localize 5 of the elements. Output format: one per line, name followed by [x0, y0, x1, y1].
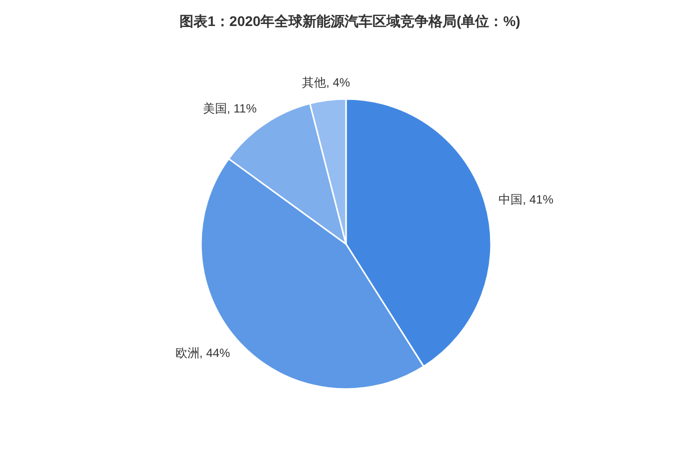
slice-label: 欧洲, 44%	[175, 346, 230, 360]
slice-label: 中国, 41%	[498, 192, 554, 207]
slice-label: 美国, 11%	[202, 101, 257, 116]
chart-title: 图表1：2020年全球新能源汽车区域竞争格局(单位：%)	[180, 13, 520, 29]
slice-label: 其他, 4%	[302, 75, 350, 90]
